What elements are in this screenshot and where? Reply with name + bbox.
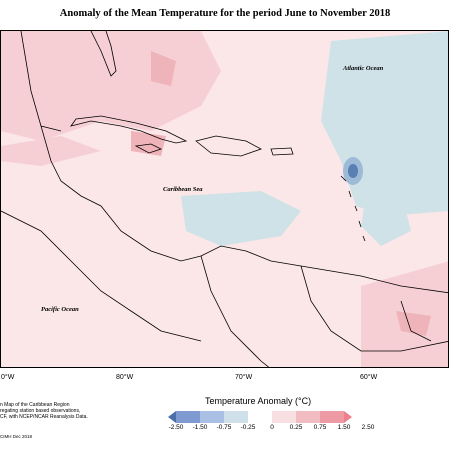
warm-field-suriname: [396, 311, 431, 336]
legend-swatch: [296, 411, 320, 423]
credit-text: CIMH Dec 2018: [0, 434, 33, 439]
legend-colorbar: [168, 411, 352, 423]
colombia-border: [200, 255, 270, 367]
coastlines: [1, 31, 448, 367]
legend-swatch: [320, 411, 344, 423]
legend-tick-label: 1.50: [337, 424, 351, 431]
cuba-outline: [70, 115, 188, 144]
longitude-label: 0°W: [1, 374, 15, 381]
legend-swatch: [200, 411, 224, 423]
jamaica-outline: [134, 143, 163, 154]
guyana-border: [400, 300, 432, 342]
legend-tick-label: -0.75: [216, 424, 232, 431]
legend-tick-label: -0.25: [240, 424, 256, 431]
legend-arrow-low: [168, 411, 176, 423]
legend-tick-label: -2.50: [168, 424, 184, 431]
hispaniola-outline: [195, 135, 262, 157]
caribbean-sea-label: Caribbean Sea: [163, 186, 203, 193]
legend-swatch: [176, 411, 200, 423]
legend-tick-label: 0: [270, 424, 274, 431]
map-canvas: [1, 31, 448, 367]
atlantic-ocean-label: Atlantic Ocean: [343, 65, 384, 72]
legend-tick-label: 2.50: [361, 424, 375, 431]
legend-tick-label: 0.75: [313, 424, 327, 431]
central-america-pacific: [1, 210, 202, 342]
legend-arrow-high: [344, 411, 352, 423]
lesser-antilles: [340, 175, 366, 242]
description-line: n Map of the Caribbean Region: [0, 402, 70, 408]
legend-title: Temperature Anomaly (°C): [205, 396, 312, 406]
pacific-ocean-label: Pacific Ocean: [41, 306, 79, 313]
longitude-label: 60°W: [360, 374, 378, 381]
cool-core-guadeloupe: [348, 164, 358, 178]
description-line: CF, with NCEP/NCAR Reanalysis Data.: [0, 414, 88, 420]
legend-swatch: [272, 411, 296, 423]
anomaly-map: Atlantic Ocean Caribbean Sea Pacific Oce…: [0, 30, 449, 368]
venezuela-border: [300, 265, 448, 352]
longitude-label: 80°W: [116, 374, 134, 381]
description-line: regating station based observations,: [0, 408, 81, 414]
cool-field-windward: [361, 191, 411, 246]
warm-field-gulf: [1, 136, 101, 166]
cool-field-caribbean: [181, 191, 301, 246]
legend-tick-label: -1.50: [192, 424, 208, 431]
longitude-label: 70°W: [235, 374, 253, 381]
puerto-rico-outline: [270, 147, 294, 156]
central-america-caribbean: [40, 125, 202, 262]
legend-tick-label: 0.25: [289, 424, 303, 431]
legend-swatch: [224, 411, 248, 423]
warm-field-bahamas: [151, 51, 176, 86]
map-description: n Map of the Caribbean Region regating s…: [0, 402, 110, 420]
legend-swatch: [248, 411, 272, 423]
map-title: Anomaly of the Mean Temperature for the …: [59, 8, 391, 19]
florida-coast: [90, 31, 117, 77]
mexico-coast: [20, 31, 62, 132]
